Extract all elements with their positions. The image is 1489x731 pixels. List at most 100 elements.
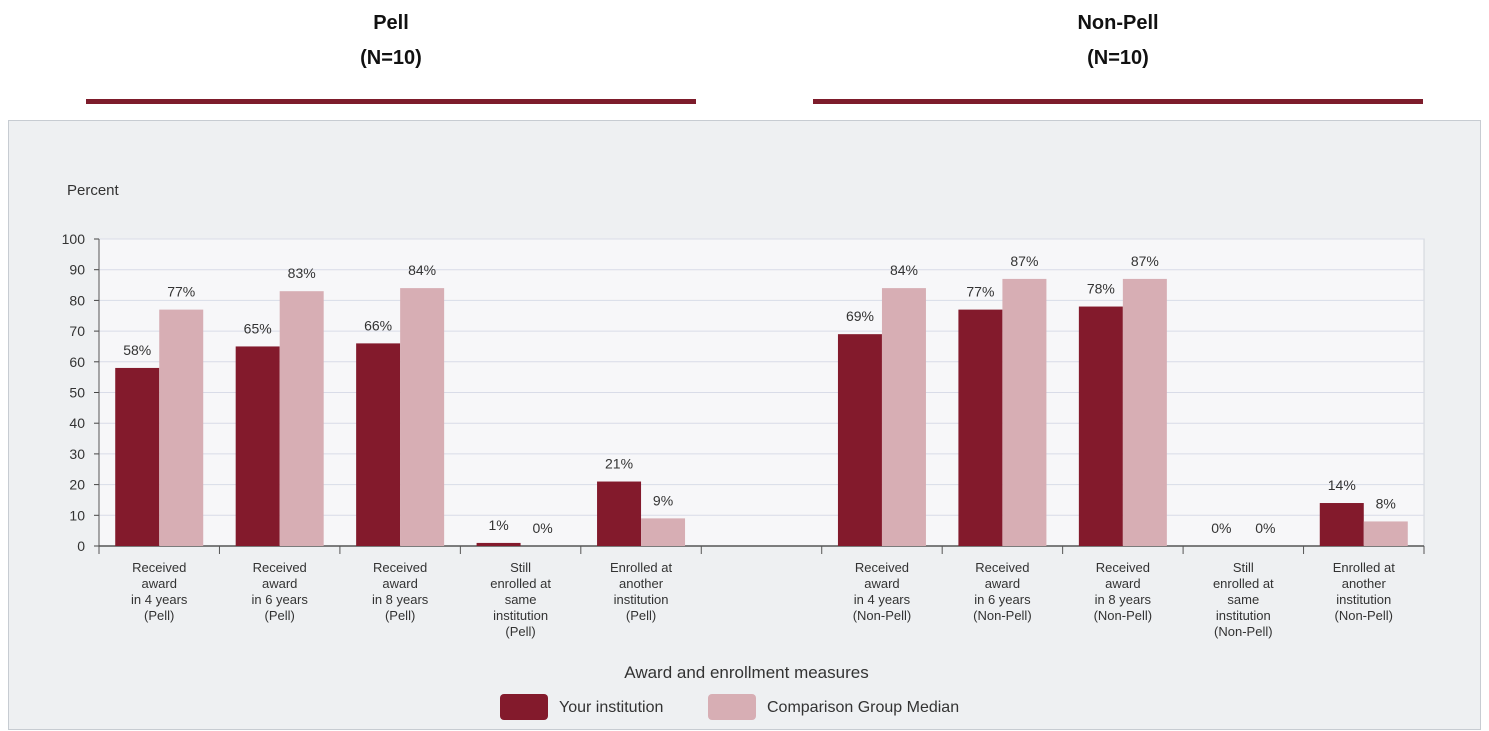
bar	[1319, 503, 1364, 546]
y-tick-label: 50	[69, 385, 85, 401]
x-category-label: Received	[132, 560, 186, 575]
y-tick-label: 90	[69, 262, 85, 278]
data-label: 65%	[244, 320, 272, 336]
x-category-label: another	[1342, 576, 1387, 591]
x-category-label: award	[985, 576, 1020, 591]
x-category-label: in 4 years	[854, 592, 911, 607]
data-label: 69%	[846, 308, 874, 324]
x-category-label: award	[142, 576, 177, 591]
bar	[476, 542, 521, 546]
x-axis-label: Award and enrollment measures	[624, 663, 868, 682]
bar	[1002, 278, 1047, 546]
x-category-label: in 8 years	[1095, 592, 1152, 607]
x-category-label: Still	[510, 560, 531, 575]
bar	[641, 518, 686, 546]
x-category-label: (Pell)	[505, 624, 535, 639]
pell-group-title: Pell	[373, 12, 409, 34]
x-category-label: Received	[975, 560, 1029, 575]
data-label: 0%	[1211, 520, 1231, 536]
bar	[115, 367, 160, 546]
bar	[837, 334, 882, 546]
x-category-label: enrolled at	[1213, 576, 1274, 591]
data-label: 8%	[1376, 495, 1396, 511]
bar	[159, 309, 204, 546]
y-axis-label: Percent	[67, 182, 120, 199]
y-tick-label: 60	[69, 354, 85, 370]
x-category-label: (Pell)	[385, 608, 415, 623]
bar	[881, 288, 926, 546]
y-tick-label: 0	[77, 538, 85, 554]
x-category-label: (Non-Pell)	[1094, 608, 1153, 623]
y-tick-label: 100	[62, 231, 86, 247]
data-label: 84%	[890, 262, 918, 278]
data-label: 78%	[1087, 281, 1115, 297]
x-category-label: (Non-Pell)	[973, 608, 1032, 623]
x-category-label: Received	[373, 560, 427, 575]
x-category-label: (Pell)	[144, 608, 174, 623]
data-label: 84%	[408, 262, 436, 278]
non-pell-group-header: Non-Pell (N=10)	[813, 6, 1423, 76]
bar	[1363, 521, 1408, 546]
x-category-label: Enrolled at	[1333, 560, 1396, 575]
data-label: 1%	[488, 517, 508, 533]
legend-swatch	[500, 694, 548, 720]
y-tick-label: 10	[69, 507, 85, 523]
x-category-label: in 4 years	[131, 592, 188, 607]
data-label: 77%	[167, 284, 195, 300]
x-category-label: in 8 years	[372, 592, 429, 607]
data-label: 83%	[288, 265, 316, 281]
bar	[1078, 306, 1123, 546]
bar	[356, 343, 401, 546]
bar	[1122, 278, 1167, 546]
data-label: 21%	[605, 456, 633, 472]
bar	[597, 481, 642, 546]
chart-panel: 0 10 20 30 40 50 60 70 80 90 100 Percent 58% 65% 66% 1%…	[8, 120, 1481, 730]
x-category-label: award	[1105, 576, 1140, 591]
non-pell-group-count: (N=10)	[1087, 47, 1149, 69]
data-label: 0%	[532, 520, 552, 536]
non-pell-group-rule	[813, 99, 1423, 104]
non-pell-group-title: Non-Pell	[1077, 12, 1159, 34]
data-label: 14%	[1328, 477, 1356, 493]
x-category-label: Still	[1233, 560, 1254, 575]
data-label: 77%	[966, 284, 994, 300]
bar	[279, 291, 324, 546]
bar-chart: 0 10 20 30 40 50 60 70 80 90 100 Percent 58% 65% 66% 1%…	[62, 182, 1425, 720]
data-label: 87%	[1131, 253, 1159, 269]
x-category-label: institution	[614, 592, 669, 607]
legend-swatch	[708, 694, 756, 720]
data-label: 58%	[123, 342, 151, 358]
x-category-label: same	[505, 592, 537, 607]
bar	[235, 346, 280, 546]
x-category-label: (Non-Pell)	[853, 608, 912, 623]
x-category-label: institution	[1216, 608, 1271, 623]
pell-group-rule	[86, 99, 696, 104]
y-tick-label: 70	[69, 323, 85, 339]
x-category-label: in 6 years	[251, 592, 308, 607]
x-category-label: (Pell)	[265, 608, 295, 623]
x-category-label: award	[382, 576, 417, 591]
x-category-label: institution	[1336, 592, 1391, 607]
x-category-label: award	[262, 576, 297, 591]
x-category-label: institution	[493, 608, 548, 623]
x-category-label: another	[619, 576, 664, 591]
legend-label: Your institution	[559, 699, 663, 716]
x-category-label: award	[864, 576, 899, 591]
x-category-label: Received	[1096, 560, 1150, 575]
y-tick-label: 30	[69, 446, 85, 462]
data-label: 66%	[364, 317, 392, 333]
x-category-label: enrolled at	[490, 576, 551, 591]
x-category-label: Enrolled at	[610, 560, 673, 575]
x-category-label: (Non-Pell)	[1335, 608, 1394, 623]
bar	[958, 309, 1003, 546]
x-category-label: (Non-Pell)	[1214, 624, 1273, 639]
y-tick-label: 80	[69, 292, 85, 308]
x-category-label: same	[1227, 592, 1259, 607]
x-category-label: Received	[855, 560, 909, 575]
data-label: 0%	[1255, 520, 1275, 536]
x-category-label: (Pell)	[626, 608, 656, 623]
pell-group-header: Pell (N=10)	[86, 6, 696, 76]
y-tick-label: 40	[69, 415, 85, 431]
bar	[400, 288, 445, 546]
pell-group-count: (N=10)	[360, 47, 422, 69]
